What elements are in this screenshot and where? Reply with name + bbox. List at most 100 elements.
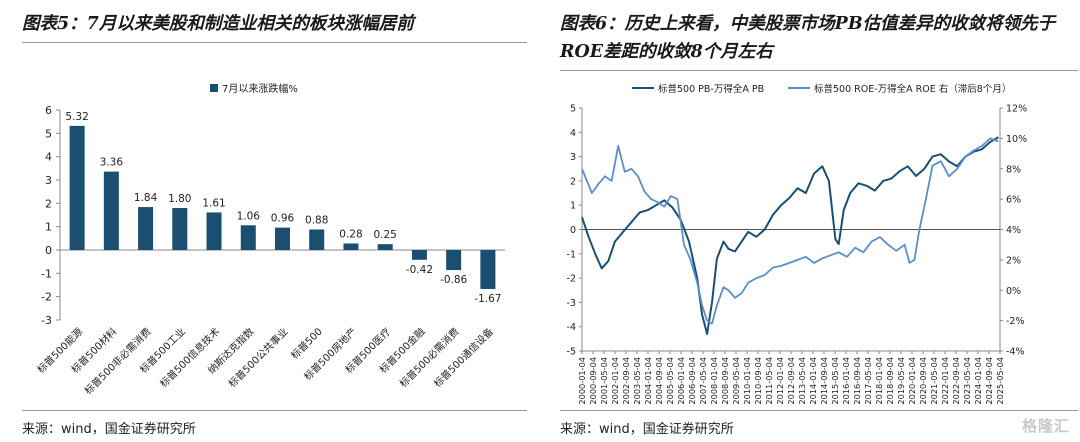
bar bbox=[103, 171, 119, 250]
legend-label: 7月以来涨跌幅% bbox=[222, 82, 298, 95]
bar bbox=[206, 212, 222, 250]
x-tick-label: 2004-09-04 bbox=[654, 357, 664, 405]
figure-5-title: 图表5：7月以来美股和制造业相关的板块涨幅居前 bbox=[22, 14, 414, 34]
x-tick-label: 2007-05-04 bbox=[698, 357, 708, 405]
y-left-tick-label: 5 bbox=[570, 104, 576, 115]
x-tick-label: 2016-01-04 bbox=[841, 357, 851, 405]
bar-value-label: 1.80 bbox=[168, 193, 191, 205]
category-label: 标普500必需消费 bbox=[397, 325, 462, 390]
bar bbox=[275, 227, 290, 250]
x-tick-label: 2012-01-04 bbox=[775, 357, 785, 405]
title-rule bbox=[560, 70, 1078, 71]
bar-value-label: -0.86 bbox=[440, 274, 467, 286]
legend-swatch bbox=[210, 84, 218, 92]
bar-value-label: 0.88 bbox=[305, 214, 328, 226]
y-left-tick-label: -4 bbox=[567, 322, 576, 333]
watermark-logo: 格隆汇 bbox=[1021, 417, 1070, 435]
x-tick-label: 2000-09-04 bbox=[588, 357, 598, 405]
category-label: 标普500通信设备 bbox=[431, 325, 496, 390]
y-left-tick-label: 4 bbox=[570, 128, 576, 139]
category-label: 标普500 bbox=[288, 325, 325, 362]
figure-6-source: 来源：wind，国金证券研究所 bbox=[560, 422, 734, 437]
x-tick-label: 2016-09-04 bbox=[852, 357, 862, 405]
x-tick-label: 2003-05-04 bbox=[632, 357, 642, 405]
y-tick-label: 2 bbox=[45, 197, 52, 210]
y-right-tick-label: 0% bbox=[1006, 286, 1021, 297]
bar bbox=[240, 225, 256, 250]
x-tick-label: 2008-09-04 bbox=[720, 357, 730, 405]
x-tick-label: 2005-05-04 bbox=[665, 357, 675, 405]
x-tick-label: 2018-01-04 bbox=[874, 357, 884, 405]
category-label: 标普500信息技术 bbox=[157, 325, 222, 390]
x-tick-label: 2014-01-04 bbox=[808, 357, 818, 405]
bar bbox=[69, 125, 85, 250]
left-panel: 图表5：7月以来美股和制造业相关的板块涨幅居前 7月以来涨跌幅% 6 5 4 3 2 1 0 -… bbox=[0, 0, 528, 442]
legend-label-roe: 标普500 ROE-万得全A ROE 右（滞后8个月） bbox=[814, 83, 1011, 95]
y-left-tick-label: 1 bbox=[570, 201, 576, 212]
x-tick-label: 2001-05-04 bbox=[599, 357, 609, 405]
y-left-tick-label: 3 bbox=[570, 152, 576, 163]
x-tick-label: 2015-05-04 bbox=[830, 357, 840, 405]
y-tick-label: 6 bbox=[45, 104, 52, 117]
x-tick-label: 2002-01-04 bbox=[610, 357, 620, 405]
x-tick-label: 2000-01-04 bbox=[577, 357, 587, 405]
x-tick-label: 2022-09-04 bbox=[951, 357, 961, 405]
line-chart: 标普500 PB-万得全A PB 标普500 ROE-万得全A ROE 右（滞后8… bbox=[567, 83, 1028, 405]
y-left-tick-label: 0 bbox=[570, 225, 576, 236]
bar-value-label: 1.84 bbox=[134, 192, 158, 204]
x-tick-label: 2020-09-04 bbox=[918, 357, 928, 405]
x-tick-label: 2018-09-04 bbox=[885, 357, 895, 405]
x-tick-label: 2008-01-04 bbox=[709, 357, 719, 405]
y-right-tick-label: -4% bbox=[1006, 347, 1025, 358]
y-tick-label: 1 bbox=[45, 221, 52, 234]
bar bbox=[343, 243, 359, 250]
x-tick-label: 2009-05-04 bbox=[731, 357, 741, 405]
bar-value-label: 0.28 bbox=[339, 228, 362, 240]
figure-6-title: 图表6：历史上来看，中美股票市场PB估值差异的收敛将领先于ROE差距的收敛8个月… bbox=[560, 14, 1056, 62]
bar-value-label: 3.36 bbox=[100, 157, 124, 169]
y-left-tick-label: -2 bbox=[567, 274, 576, 285]
x-tick-label: 2002-09-04 bbox=[621, 357, 631, 405]
x-tick-label: 2012-09-04 bbox=[786, 357, 796, 405]
series-line-pb bbox=[581, 136, 999, 335]
bar-value-label: 5.32 bbox=[65, 111, 88, 123]
bar-value-label: 1.06 bbox=[237, 210, 261, 222]
x-tick-label: 2024-01-04 bbox=[973, 357, 983, 405]
x-tick-label: 2025-05-04 bbox=[995, 357, 1005, 405]
y-right-tick-label: 6% bbox=[1006, 195, 1021, 206]
y-tick-label: -1 bbox=[41, 267, 52, 280]
x-tick-label: 2021-05-04 bbox=[929, 357, 939, 405]
x-tick-label: 2019-05-04 bbox=[896, 357, 906, 405]
bar bbox=[172, 208, 188, 250]
x-tick-label: 2020-01-04 bbox=[907, 357, 917, 405]
x-tick-label: 2022-01-04 bbox=[940, 357, 950, 405]
y-left-tick-label: -3 bbox=[567, 298, 576, 309]
y-left-tick-label: -5 bbox=[567, 347, 576, 358]
title-rule bbox=[22, 42, 527, 43]
x-tick-label: 2010-09-04 bbox=[753, 357, 763, 405]
bar-value-label: 0.96 bbox=[271, 213, 295, 225]
x-tick-label: 2004-01-04 bbox=[643, 357, 653, 405]
bar-value-label: -1.67 bbox=[474, 293, 501, 305]
y-tick-label: 0 bbox=[45, 244, 52, 257]
bar bbox=[309, 229, 325, 250]
x-tick-label: 2017-05-04 bbox=[863, 357, 873, 405]
y-right-tick-label: 12% bbox=[1006, 104, 1027, 115]
y-right-tick-label: 2% bbox=[1006, 255, 1021, 266]
x-tick-label: 2024-09-04 bbox=[984, 357, 994, 405]
y-tick-label: 3 bbox=[45, 174, 52, 187]
x-tick-label: 2010-01-04 bbox=[742, 357, 752, 405]
bar bbox=[138, 207, 154, 250]
y-right-tick-label: -2% bbox=[1006, 316, 1025, 327]
bar bbox=[480, 250, 496, 289]
x-tick-label: 2023-05-04 bbox=[962, 357, 972, 405]
y-right-tick-label: 8% bbox=[1006, 164, 1021, 175]
bar-value-label: -0.42 bbox=[406, 264, 433, 276]
y-right-tick-label: 10% bbox=[1006, 134, 1027, 145]
bar bbox=[377, 244, 393, 250]
x-tick-label: 2011-05-04 bbox=[764, 357, 774, 405]
y-tick-label: -2 bbox=[41, 291, 52, 304]
figure-5-source: 来源：wind，国金证券研究所 bbox=[22, 422, 196, 437]
category-label: 标普500公共事业 bbox=[226, 325, 291, 390]
y-tick-label: -3 bbox=[41, 314, 52, 327]
